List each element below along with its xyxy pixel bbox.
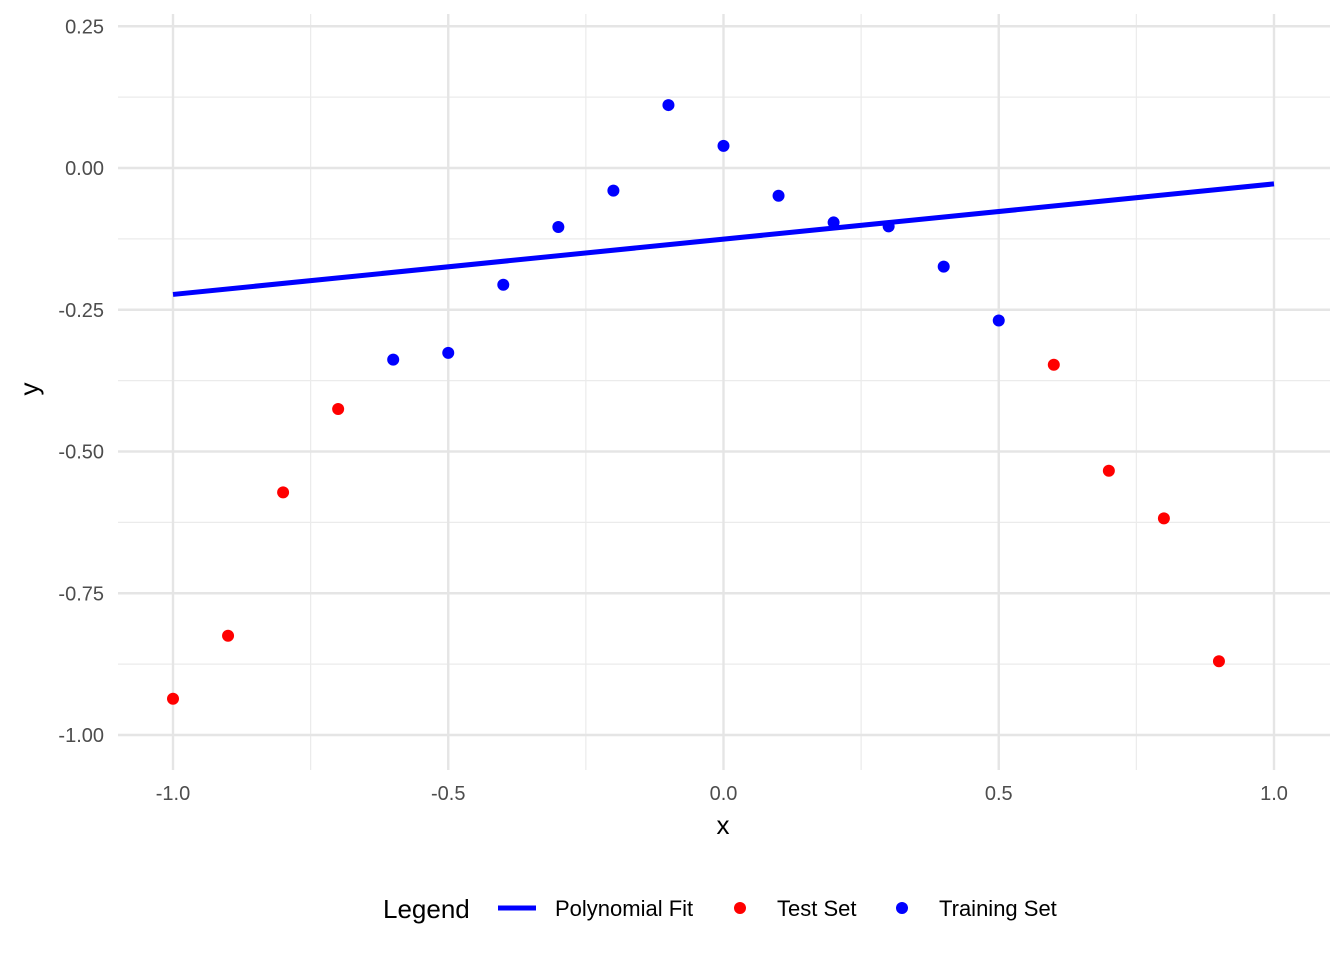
point-training-set: [387, 353, 400, 366]
point-training-set: [662, 99, 675, 112]
y-tick-label: -1.00: [58, 725, 104, 747]
x-tick-label: 0.5: [985, 783, 1013, 805]
point-training-set: [772, 189, 785, 202]
point-test-set: [1157, 512, 1170, 525]
grid-major: [118, 14, 1330, 770]
point-training-set: [992, 314, 1005, 327]
y-tick-label: -0.25: [58, 300, 104, 322]
x-tick-label: 0.0: [710, 783, 738, 805]
legend-title: Legend: [383, 894, 470, 924]
series-points: [167, 99, 1225, 705]
legend-label-training-set: Training Set: [939, 896, 1057, 921]
x-tick-label: 1.0: [1260, 783, 1288, 805]
point-training-set: [552, 220, 565, 233]
legend-label-polynomial-fit: Polynomial Fit: [555, 896, 693, 921]
point-test-set: [1212, 655, 1225, 668]
x-tick-labels: -1.0 -0.5 0.0 0.5 1.0: [156, 783, 1288, 805]
point-training-set: [937, 260, 950, 273]
point-test-set: [277, 486, 290, 499]
point-test-set: [1102, 464, 1115, 477]
y-tick-label: 0.25: [65, 16, 104, 38]
y-tick-label: 0.00: [65, 158, 104, 180]
point-test-set: [167, 692, 179, 705]
x-tick-label: -1.0: [156, 783, 190, 805]
legend-key-training-set: [896, 902, 908, 914]
legend-key-test-set: [734, 902, 746, 914]
x-tick-label: -0.5: [431, 783, 465, 805]
point-test-set: [332, 402, 345, 415]
y-tick-labels: 0.25 0.00 -0.25 -0.50 -0.75 -1.00: [58, 16, 104, 747]
point-training-set: [442, 346, 455, 359]
point-training-set: [827, 216, 840, 229]
point-test-set: [222, 629, 235, 642]
point-training-set: [607, 184, 620, 197]
y-axis-title: y: [14, 383, 44, 396]
y-tick-label: -0.50: [58, 442, 104, 464]
line-polynomial-fit: [172, 181, 1275, 297]
point-training-set: [497, 278, 510, 291]
y-tick-label: -0.75: [58, 583, 104, 605]
point-test-set: [1047, 358, 1060, 371]
point-training-set: [717, 139, 730, 152]
point-training-set: [882, 220, 895, 233]
legend-label-test-set: Test Set: [777, 896, 856, 921]
series-lines: [172, 181, 1275, 297]
legend: Legend Polynomial Fit Test Set Training …: [383, 894, 1057, 924]
x-axis-title: x: [717, 810, 730, 840]
